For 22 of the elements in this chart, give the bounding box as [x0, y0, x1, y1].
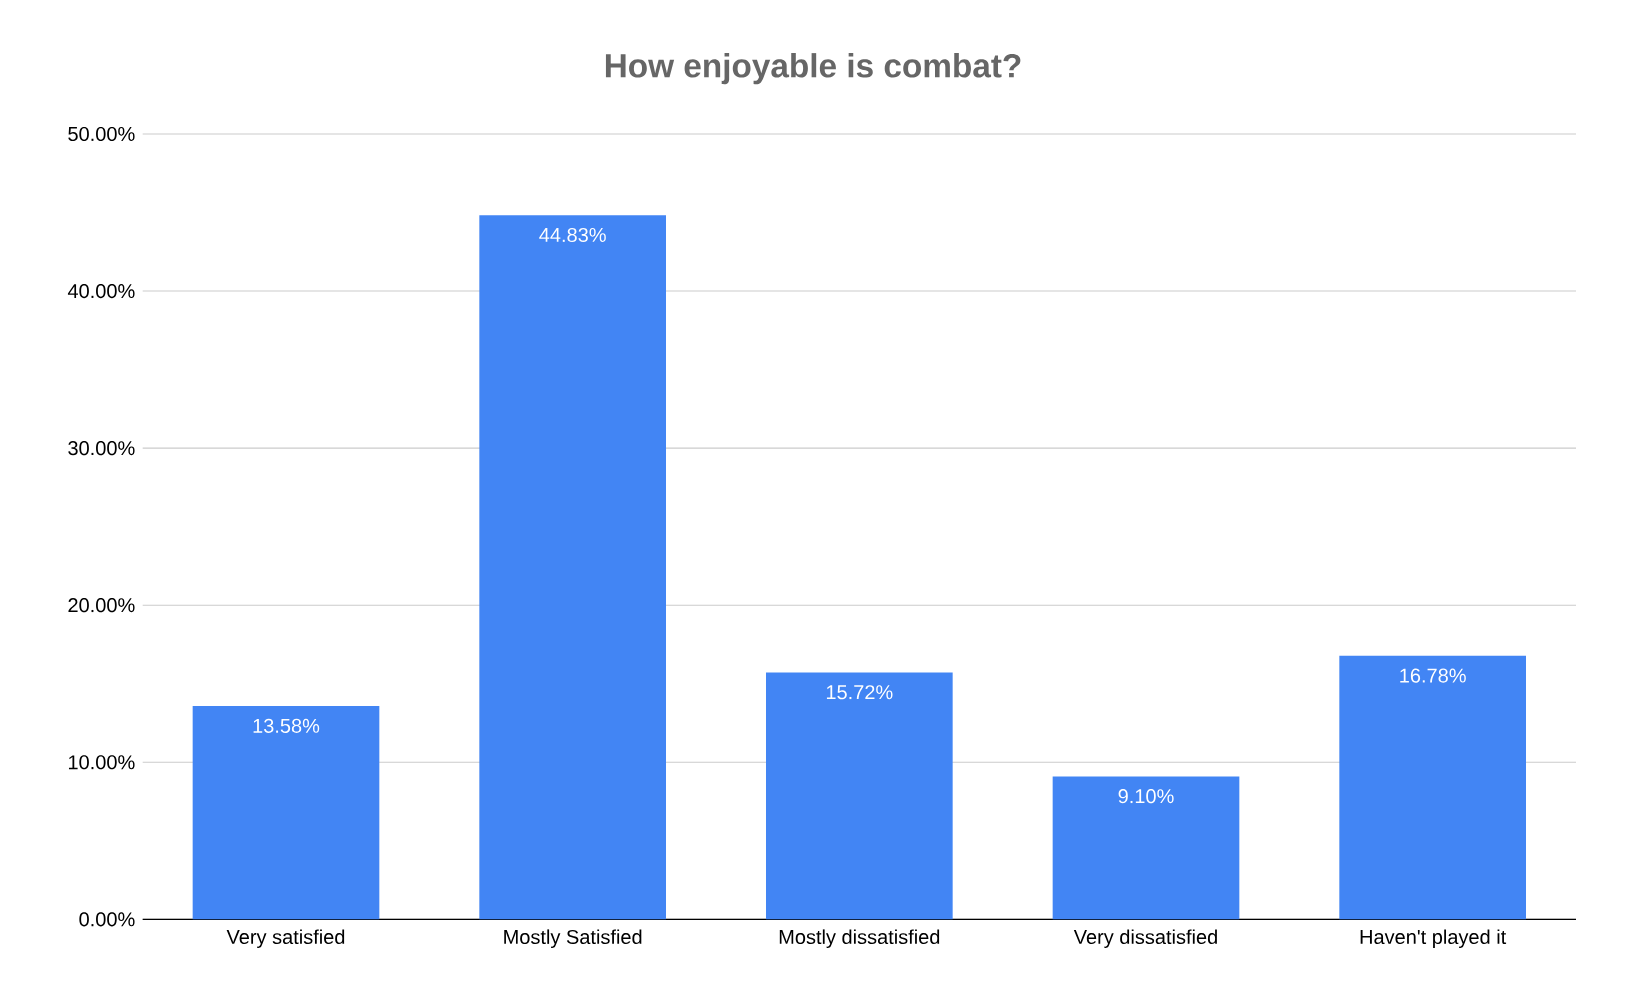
data-label: 13.58% — [253, 718, 320, 733]
x-tick-label: Very satisfied — [226, 929, 345, 949]
y-tick-label: 30.00% — [68, 441, 135, 456]
x-tick-label: Mostly Satisfied — [504, 929, 642, 949]
x-tick-label: Haven't played it — [1360, 929, 1507, 949]
data-label: 15.72% — [826, 685, 893, 700]
x-tick-label: Mostly dissatisfied — [779, 929, 940, 949]
y-tick-label: 50.00% — [68, 126, 135, 142]
bar — [1052, 776, 1240, 920]
chart-title: How enjoyable is combat? — [605, 53, 1021, 85]
data-label: 9.10% — [1118, 789, 1174, 804]
data-label: 16.78% — [1400, 668, 1466, 683]
y-tick-label: 20.00% — [68, 598, 135, 613]
bar — [766, 672, 953, 920]
bar — [192, 706, 380, 920]
data-label: 44.83% — [539, 227, 606, 243]
bar — [479, 215, 666, 920]
y-tick-label: 40.00% — [67, 283, 135, 299]
y-tick-label: 10.00% — [68, 755, 135, 770]
bar — [1339, 655, 1526, 920]
x-tick-label: Very dissatisfied — [1073, 929, 1217, 949]
y-tick-label: 0.00% — [79, 912, 135, 927]
